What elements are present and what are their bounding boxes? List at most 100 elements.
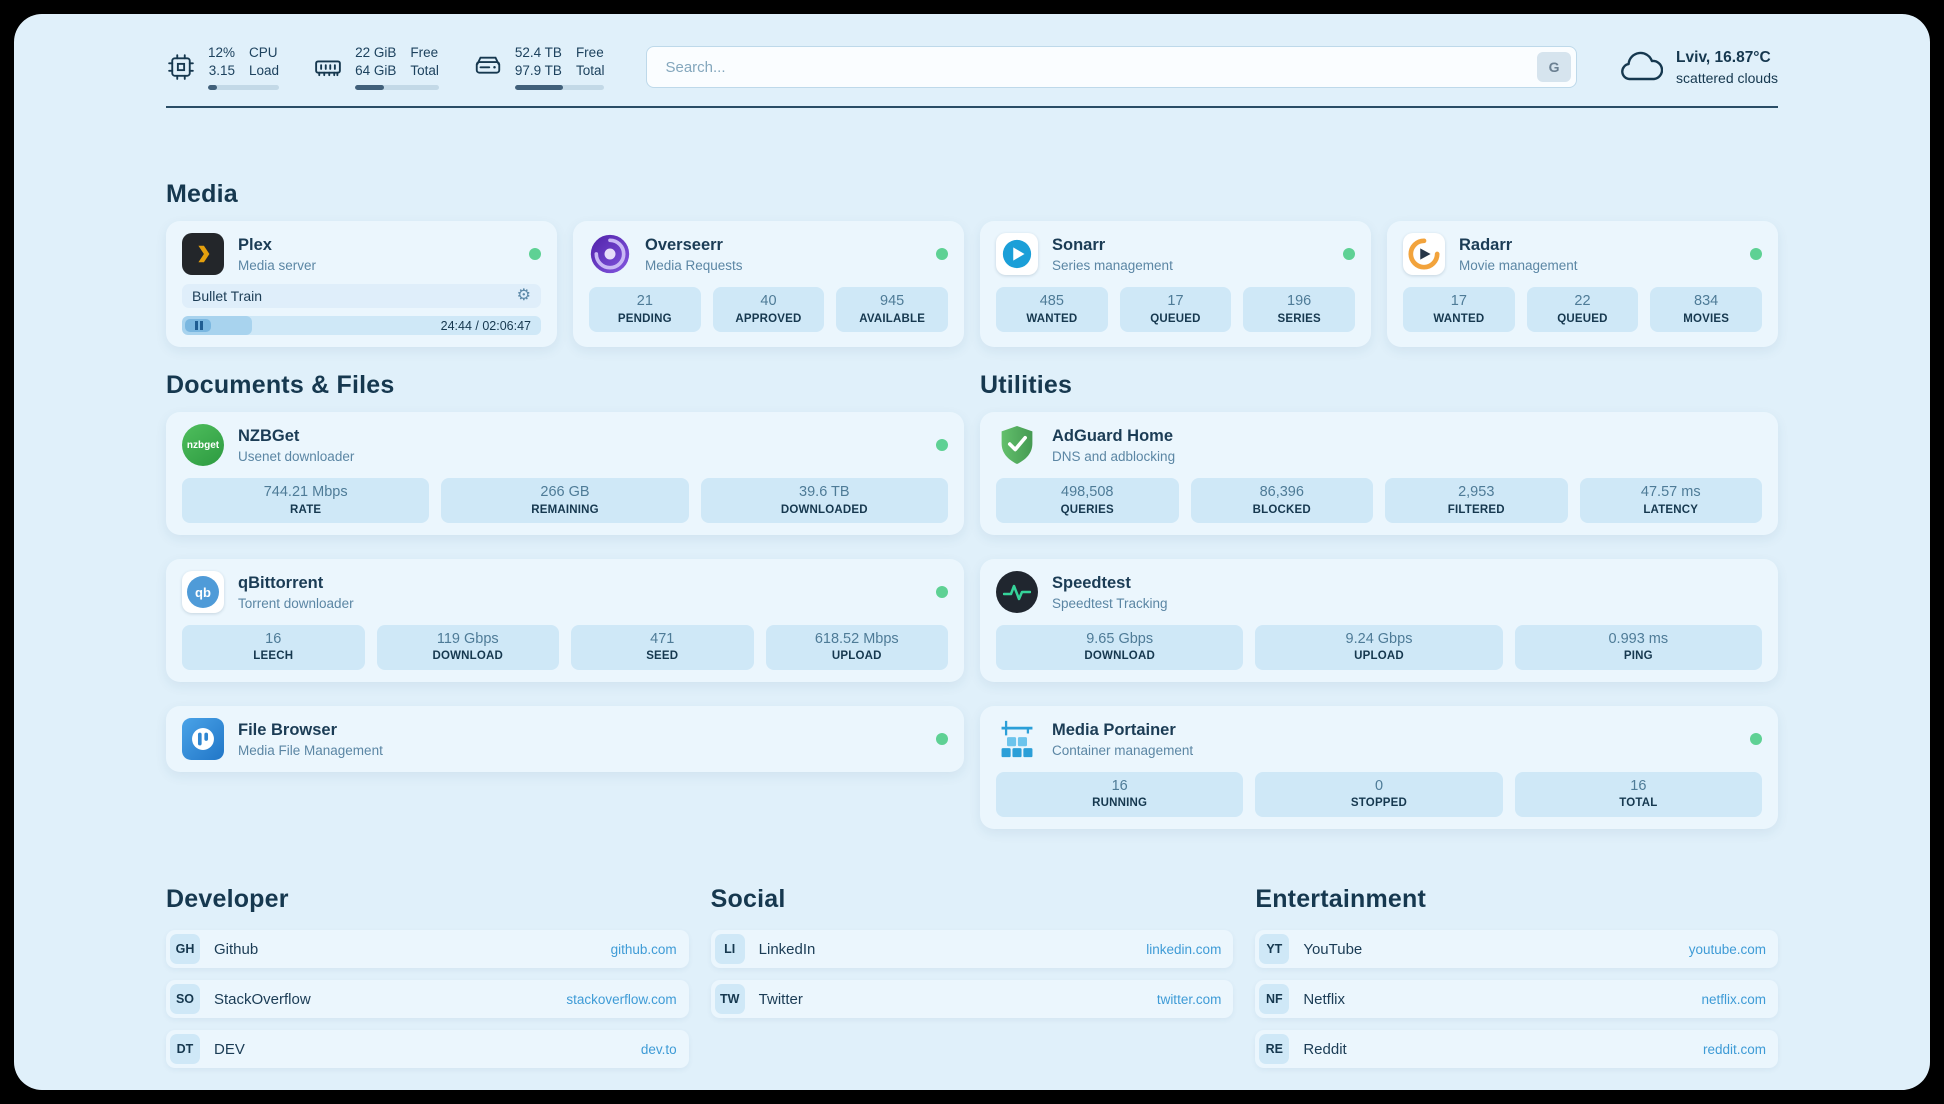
developer-bookmark-list: GH Github github.com SO StackOverflow st… xyxy=(166,930,689,1069)
speedtest-title-block: Speedtest Speedtest Tracking xyxy=(1052,574,1168,611)
bookmark-name: Netflix xyxy=(1303,990,1346,1008)
stat-label: BLOCKED xyxy=(1252,503,1311,516)
app-card-speedtest[interactable]: Speedtest Speedtest Tracking 9.65 Gbps D… xyxy=(980,559,1778,683)
stat-box: 16 LEECH xyxy=(182,625,365,671)
search-input[interactable] xyxy=(646,46,1578,89)
linkedin-icon: LI xyxy=(714,934,745,965)
storage-widget: 52.4 TB 97.9 TB Free Total xyxy=(473,44,605,91)
social-bookmark-list: LI LinkedIn linkedin.com TW Twitter twit… xyxy=(710,930,1234,1019)
stat-value: 618.52 Mbps xyxy=(814,631,899,648)
bookmark-row-stackoverflow[interactable]: SO StackOverflow stackoverflow.com xyxy=(166,980,689,1019)
now-playing-title: Bullet Train xyxy=(192,288,263,305)
bookmark-row-linkedin[interactable]: LI LinkedIn linkedin.com xyxy=(710,930,1234,969)
memory-icon xyxy=(313,52,343,82)
bookmark-url: reddit.com xyxy=(1702,1041,1766,1057)
status-dot xyxy=(529,248,541,261)
stat-label: DOWNLOADED xyxy=(780,503,868,516)
search-bar: G xyxy=(646,46,1578,89)
status-dot xyxy=(936,439,948,452)
app-subtitle: Container management xyxy=(1052,742,1194,758)
bookmark-row-youtube[interactable]: YT YouTube youtube.com xyxy=(1255,930,1778,969)
app-card-nzbget[interactable]: nzbget NZBGet Usenet downloader 744.21 M… xyxy=(166,412,964,536)
bookmark-row-reddit[interactable]: RE Reddit reddit.com xyxy=(1255,1030,1778,1069)
playback-time: 24:44 / 02:06:47 xyxy=(440,318,531,333)
stat-label: UPLOAD xyxy=(1354,650,1404,663)
stat-box: 9.65 Gbps DOWNLOAD xyxy=(996,625,1244,671)
stat-value: 22 xyxy=(1574,293,1591,310)
playback-progress-bar[interactable]: 24:44 / 02:06:47 xyxy=(182,316,541,336)
app-subtitle: Media File Management xyxy=(238,742,383,758)
netflix-icon: NF xyxy=(1259,984,1290,1015)
app-card-radarr[interactable]: Radarr Movie management 17 WANTED 22 QUE… xyxy=(1387,221,1778,348)
app-card-qbittorrent[interactable]: qb qBittorrent Torrent downloader 16 LEE… xyxy=(166,559,964,683)
filebrowser-icon xyxy=(182,718,224,761)
dashboard-page: 12% 3.15 CPU Load xyxy=(14,14,1930,1090)
status-dot xyxy=(1343,248,1355,261)
bookmark-row-twitter[interactable]: TW Twitter twitter.com xyxy=(710,980,1234,1019)
pause-icon xyxy=(194,321,198,331)
stat-box: 485 WANTED xyxy=(996,287,1108,333)
app-name: Plex xyxy=(238,235,272,254)
search-engine-button[interactable]: G xyxy=(1537,52,1572,83)
app-name: Radarr xyxy=(1459,235,1513,254)
stat-box: 0.993 ms PING xyxy=(1514,625,1762,671)
qbittorrent-title-block: qBittorrent Torrent downloader xyxy=(238,574,354,611)
stat-value: 86,396 xyxy=(1259,484,1304,501)
section-developer: Developer GH Github github.com SO StackO… xyxy=(166,885,689,1069)
section-title-developer: Developer xyxy=(166,885,289,914)
stat-label: RUNNING xyxy=(1092,797,1148,810)
app-card-portainer[interactable]: Media Portainer Container management 16 … xyxy=(980,706,1778,830)
stat-label: PING xyxy=(1623,650,1653,663)
section-social: Social LI LinkedIn linkedin.com TW Twitt… xyxy=(710,885,1234,1068)
bookmark-url: twitter.com xyxy=(1156,991,1222,1007)
app-card-filebrowser[interactable]: File Browser Media File Management xyxy=(166,706,964,773)
utilities-stack: AdGuard Home DNS and adblocking 498,508 … xyxy=(980,412,1778,830)
bookmark-name: YouTube xyxy=(1303,940,1363,958)
app-card-plex[interactable]: Plex Media server Bullet Train ⚙ 24:44 /… xyxy=(166,221,557,348)
plex-title-block: Plex Media server xyxy=(238,236,316,273)
stat-box: 618.52 Mbps UPLOAD xyxy=(765,625,948,671)
app-card-overseerr[interactable]: Overseerr Media Requests 21 PENDING 40 A… xyxy=(573,221,964,348)
stat-value: 17 xyxy=(1450,293,1467,310)
stat-value: 47.57 ms xyxy=(1640,484,1701,501)
radarr-card-header: Radarr Movie management xyxy=(1403,233,1762,276)
stat-box: 744.21 Mbps RATE xyxy=(182,478,430,524)
stat-box: 16 RUNNING xyxy=(996,772,1244,818)
settings-gear-icon[interactable]: ⚙ xyxy=(516,287,531,305)
memory-widget: 22 GiB 64 GiB Free Total xyxy=(313,44,439,91)
section-entertainment: Entertainment YT YouTube youtube.com NF … xyxy=(1255,885,1778,1069)
storage-widget-text: 52.4 TB 97.9 TB Free Total xyxy=(515,44,605,80)
stat-box: 16 TOTAL xyxy=(1514,772,1762,818)
bookmark-url: stackoverflow.com xyxy=(566,991,677,1007)
nzbget-title-block: NZBGet Usenet downloader xyxy=(238,427,354,464)
app-card-sonarr[interactable]: Sonarr Series management 485 WANTED 17 Q… xyxy=(980,221,1371,348)
dev-icon: DT xyxy=(170,1034,200,1065)
stat-label: LEECH xyxy=(253,650,294,663)
bookmark-url: dev.to xyxy=(640,1041,677,1057)
stat-label: AVAILABLE xyxy=(859,312,926,325)
app-card-adguard[interactable]: AdGuard Home DNS and adblocking 498,508 … xyxy=(980,412,1778,536)
overseerr-icon xyxy=(589,233,631,275)
pause-button[interactable] xyxy=(185,319,211,333)
stat-box: 39.6 TB DOWNLOADED xyxy=(700,478,948,524)
stat-label: FILTERED xyxy=(1447,503,1505,516)
portainer-title-block: Media Portainer Container management xyxy=(1052,721,1193,758)
bookmark-row-dev[interactable]: DT DEV dev.to xyxy=(166,1030,689,1069)
radarr-stats: 17 WANTED 22 QUEUED 834 MOVIES xyxy=(1403,287,1762,333)
storage-free-value: 52.4 TB xyxy=(514,45,562,60)
cpu-usage-value: 12% xyxy=(208,45,236,60)
adguard-stats: 498,508 QUERIES 86,396 BLOCKED 2,953 FIL… xyxy=(996,478,1762,524)
cpu-widget-text: 12% 3.15 CPU Load xyxy=(208,44,279,80)
stat-value: 16 xyxy=(1111,778,1128,795)
stat-value: 498,508 xyxy=(1061,484,1114,501)
stat-value: 945 xyxy=(880,293,905,310)
qbittorrent-card-header: qb qBittorrent Torrent downloader xyxy=(182,571,948,614)
stat-value: 471 xyxy=(650,631,675,648)
bookmark-row-netflix[interactable]: NF Netflix netflix.com xyxy=(1255,980,1778,1019)
stat-box: 86,396 BLOCKED xyxy=(1190,478,1373,524)
radarr-icon xyxy=(1403,233,1445,276)
app-name: AdGuard Home xyxy=(1052,426,1174,445)
bookmark-row-github[interactable]: GH Github github.com xyxy=(166,930,689,969)
stat-box: 9.24 Gbps UPLOAD xyxy=(1255,625,1503,671)
